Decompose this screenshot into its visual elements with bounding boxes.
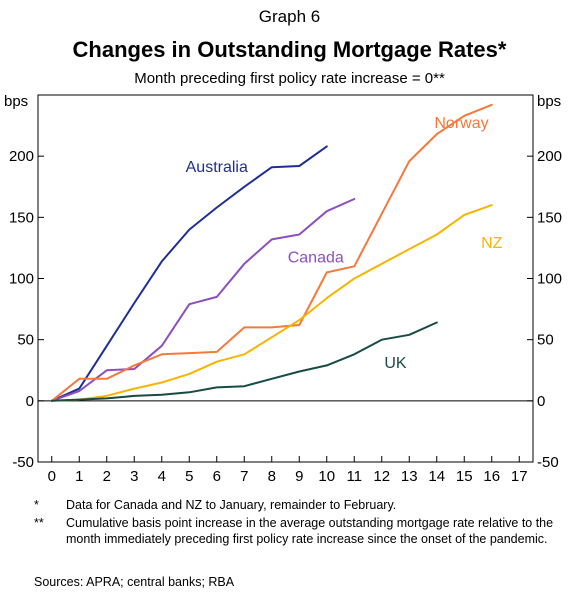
x-tick-label: 1 (75, 468, 83, 485)
chart-title: Changes in Outstanding Mortgage Rates* (72, 37, 507, 62)
x-tick-label: 3 (130, 468, 138, 485)
y-tick-label-left: 50 (17, 332, 34, 349)
y-tick-label-left: 200 (9, 148, 34, 165)
y-tick-label-left: 100 (9, 271, 34, 288)
x-tick-label: 7 (240, 468, 248, 485)
y-tick-label-right: 200 (537, 148, 562, 165)
plot-frame (37, 94, 534, 463)
x-tick-label: 10 (318, 468, 335, 485)
y-tick-label-right: -50 (537, 454, 559, 471)
series-label-australia: Australia (186, 159, 248, 176)
footnote-mark: * (34, 498, 39, 512)
y-tick-label-left: 150 (9, 209, 34, 226)
x-tick-label: 5 (185, 468, 193, 485)
series-label-nz: NZ (481, 235, 503, 252)
series-line-canada (50, 198, 356, 402)
x-tick-label: 11 (346, 468, 362, 485)
footnote: ** Cumulative basis point increase in th… (34, 515, 554, 547)
x-tick-label: 15 (456, 468, 473, 485)
y-tick-label-right: 100 (537, 271, 562, 288)
x-tick-label: 9 (295, 468, 303, 485)
x-tick-label: 16 (483, 468, 500, 485)
chart-subtitle: Month preceding first policy rate increa… (134, 70, 445, 87)
series-label-canada: Canada (288, 250, 344, 267)
y-tick-label-right: 0 (537, 393, 545, 410)
footnote-text: Cumulative basis point increase in the a… (66, 516, 554, 546)
sources: Sources: APRA; central banks; RBA (34, 575, 235, 589)
graph-number: Graph 6 (258, 7, 321, 26)
x-tick-label: 17 (511, 468, 528, 485)
y-axis-unit-right: bps (537, 93, 561, 110)
y-tick-label-left: -50 (12, 454, 34, 471)
series-line-australia (50, 145, 328, 402)
series-label-uk: UK (384, 355, 407, 372)
footnotes: * Data for Canada and NZ to January, rem… (34, 497, 554, 549)
footnote-mark: ** (34, 516, 44, 530)
x-tick-label: 12 (373, 468, 390, 485)
x-tick-label: 2 (103, 468, 111, 485)
x-tick-label: 8 (268, 468, 276, 485)
y-axis-unit-left: bps (4, 93, 28, 110)
y-tick-label-right: 150 (537, 209, 562, 226)
x-tick-label: 0 (48, 468, 56, 485)
y-tick-label-left: 0 (26, 393, 34, 410)
y-tick-label-right: 50 (537, 332, 554, 349)
series-line-norway (50, 103, 493, 402)
series-line-nz (50, 204, 493, 402)
x-tick-label: 14 (428, 468, 445, 485)
x-tick-label: 4 (158, 468, 166, 485)
series-label-norway: Norway (434, 115, 488, 132)
x-tick-label: 6 (213, 468, 221, 485)
series-line-uk (50, 321, 438, 402)
footnote-text: Data for Canada and NZ to January, remai… (66, 498, 397, 512)
footnote: * Data for Canada and NZ to January, rem… (34, 497, 554, 513)
x-tick-label: 13 (401, 468, 418, 485)
